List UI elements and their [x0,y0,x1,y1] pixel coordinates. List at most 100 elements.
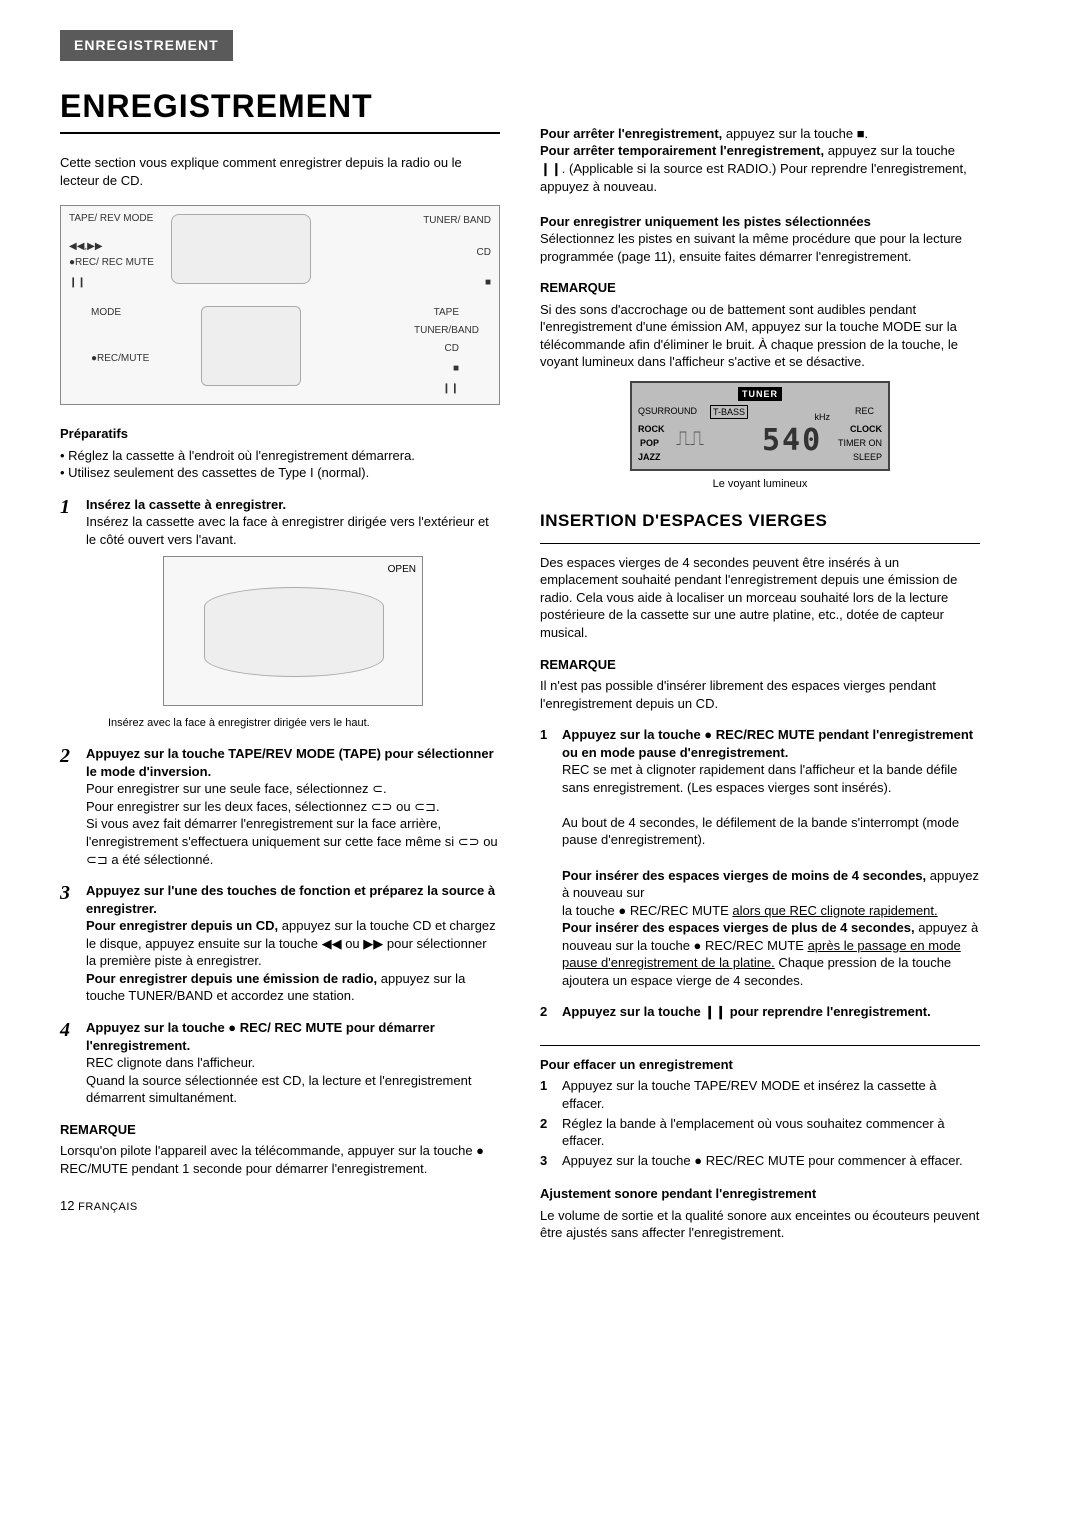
display-label: POP [640,437,659,449]
lcd-display-figure: TUNER QSURROUND T-BASS kHz REC CLOCK TIM… [630,381,890,471]
section-heading: INSERTION D'ESPACES VIERGES [540,510,980,533]
diagram-label: TAPE/ REV MODE [69,212,153,226]
remarque-body: Si des sons d'accrochage ou de battement… [540,301,980,371]
step-number: 4 [60,1017,70,1044]
bold-run: Pour arrêter l'enregistrement, [540,126,722,141]
selected-tracks: Pour enregistrer uniquement les pistes s… [540,213,980,266]
display-label: TIMER ON [838,437,882,449]
section-tab: ENREGISTREMENT [60,30,233,61]
display-label: CLOCK [850,423,882,435]
step-number: 2 [540,1003,547,1021]
diagram-label: CD [477,246,491,260]
adjust-body: Le volume de sortie et la qualité sonore… [540,1207,980,1242]
bold-run: Pour enregistrer depuis un CD, [86,918,278,933]
page-title: ENREGISTREMENT [60,85,500,134]
list-item: Réglez la cassette à l'endroit où l'enre… [60,447,500,465]
step-title: Appuyez sur la touche ● REC/ REC MUTE po… [86,1020,435,1053]
diagram-label: ❙❙ [442,382,459,396]
device-diagram: TAPE/ REV MODE TUNER/ BAND ◀◀,▶▶ CD ●REC… [60,205,500,405]
remarque-body: Il n'est pas possible d'insérer libremen… [540,677,980,712]
text: Appuyez sur la touche ● REC/REC MUTE pou… [562,1153,963,1168]
diagram-label: ◀◀,▶▶ [69,240,103,254]
diagram-label: TUNER/ BAND [423,214,491,228]
step-3: 3 Appuyez sur l'une des touches de fonct… [60,882,500,1005]
page-number: 12 [60,1198,74,1213]
left-column: ENREGISTREMENT Cette section vous expliq… [60,85,500,1242]
step-title: Appuyez sur la touche ● REC/REC MUTE pen… [562,727,973,760]
text: REC se met à clignoter rapidement dans l… [562,762,957,795]
step-title: Appuyez sur la touche ❙❙ pour reprendre … [562,1004,931,1019]
text: Sélectionnez les pistes en suivant la mê… [540,231,962,264]
display-label: T-BASS [710,405,748,419]
bold-run: Pour enregistrer depuis une émission de … [86,971,377,986]
display-caption: Le voyant lumineux [540,477,980,492]
erase-list: 1Appuyez sur la touche TAPE/REV MODE et … [540,1077,980,1169]
pause-line: Pour arrêter temporairement l'enregistre… [540,142,980,195]
step-body: Pour enregistrer sur une seule face, sél… [86,781,498,866]
section-intro: Des espaces vierges de 4 secondes peuven… [540,554,980,642]
vierges-steps: 1 Appuyez sur la touche ● REC/REC MUTE p… [540,726,980,1021]
text: appuyez sur la touche ■. [722,126,868,141]
step-number: 1 [60,494,70,521]
step-number: 3 [60,880,70,907]
vierges-step-1: 1 Appuyez sur la touche ● REC/REC MUTE p… [540,726,980,989]
step-1: 1 Insérez la cassette à enregistrer. Ins… [60,496,500,731]
display-label: JAZZ [638,451,661,463]
display-freq: 540 [762,421,822,462]
diagram-label: ■ [453,362,459,376]
list-item: 2Réglez la bande à l'emplacement où vous… [540,1115,980,1150]
text: Au bout de 4 secondes, le défilement de … [562,815,959,848]
list-item: Utilisez seulement des cassettes de Type… [60,464,500,482]
language-label: FRANÇAIS [78,1201,138,1213]
diagram-label: TUNER/BAND [414,324,479,338]
step-title: Appuyez sur l'une des touches de fonctio… [86,883,495,916]
diagram-label: TAPE [434,306,459,320]
bold-run: Pour arrêter temporairement l'enregistre… [540,143,824,158]
diagram-label: ●REC/MUTE [91,352,149,366]
diagram-label: ■ [485,276,491,290]
step-number: 1 [540,726,547,744]
step-2: 2 Appuyez sur la touche TAPE/REV MODE (T… [60,745,500,868]
remarque-head: REMARQUE [540,279,980,297]
cassette-diagram: OPEN [163,556,423,706]
page-footer: 12 FRANÇAIS [60,1197,500,1215]
figure-caption: Insérez avec la face à enregistrer dirig… [108,716,500,731]
diagram-label: OPEN [388,563,416,577]
bold-run: Pour enregistrer uniquement les pistes s… [540,214,871,229]
display-label: TUNER [738,387,782,401]
divider [540,1045,980,1046]
right-column: Pour arrêter l'enregistrement, appuyez s… [540,85,980,1242]
stop-line: Pour arrêter l'enregistrement, appuyez s… [540,125,980,143]
text: la touche ● REC/REC MUTE [562,903,732,918]
remarque-head: REMARQUE [540,656,980,674]
display-label: REC [855,405,874,417]
remarque-head: REMARQUE [60,1121,500,1139]
two-column-layout: ENREGISTREMENT Cette section vous expliq… [60,85,1030,1242]
vierges-step-2: 2 Appuyez sur la touche ❙❙ pour reprendr… [540,1003,980,1021]
step-title: Insérez la cassette à enregistrer. [86,497,286,512]
bold-run: Pour insérer des espaces vierges de moin… [562,868,926,883]
steps-list: 1 Insérez la cassette à enregistrer. Ins… [60,496,500,1107]
display-label: QSURROUND [638,405,697,417]
list-item: 1Appuyez sur la touche TAPE/REV MODE et … [540,1077,980,1112]
diagram-label: MODE [91,306,121,320]
step-body: Insérez la cassette avec la face à enreg… [86,514,489,547]
preparatifs-head: Préparatifs [60,425,500,443]
step-body: REC clignote dans l'afficheur. Quand la … [86,1055,471,1105]
step-4: 4 Appuyez sur la touche ● REC/ REC MUTE … [60,1019,500,1107]
preparatifs-list: Réglez la cassette à l'endroit où l'enre… [60,447,500,482]
remarque-body: Lorsqu'on pilote l'appareil avec la télé… [60,1142,500,1177]
underline: alors que REC clignote rapidement. [732,903,937,918]
diagram-label: ●REC/ REC MUTE [69,256,154,270]
diagram-label: CD [445,342,459,356]
display-label: SLEEP [853,451,882,463]
text: Appuyez sur la touche TAPE/REV MODE et i… [562,1078,937,1111]
intro-paragraph: Cette section vous explique comment enre… [60,154,500,189]
section-rule [540,543,980,544]
bold-run: Pour insérer des espaces vierges de plus… [562,920,915,935]
adjust-head: Ajustement sonore pendant l'enregistreme… [540,1185,980,1203]
diagram-label: ❙❙ [69,276,86,290]
display-label: ROCK [638,423,665,435]
erase-head: Pour effacer un enregistrement [540,1056,980,1074]
step-title: Appuyez sur la touche TAPE/REV MODE (TAP… [86,746,494,779]
